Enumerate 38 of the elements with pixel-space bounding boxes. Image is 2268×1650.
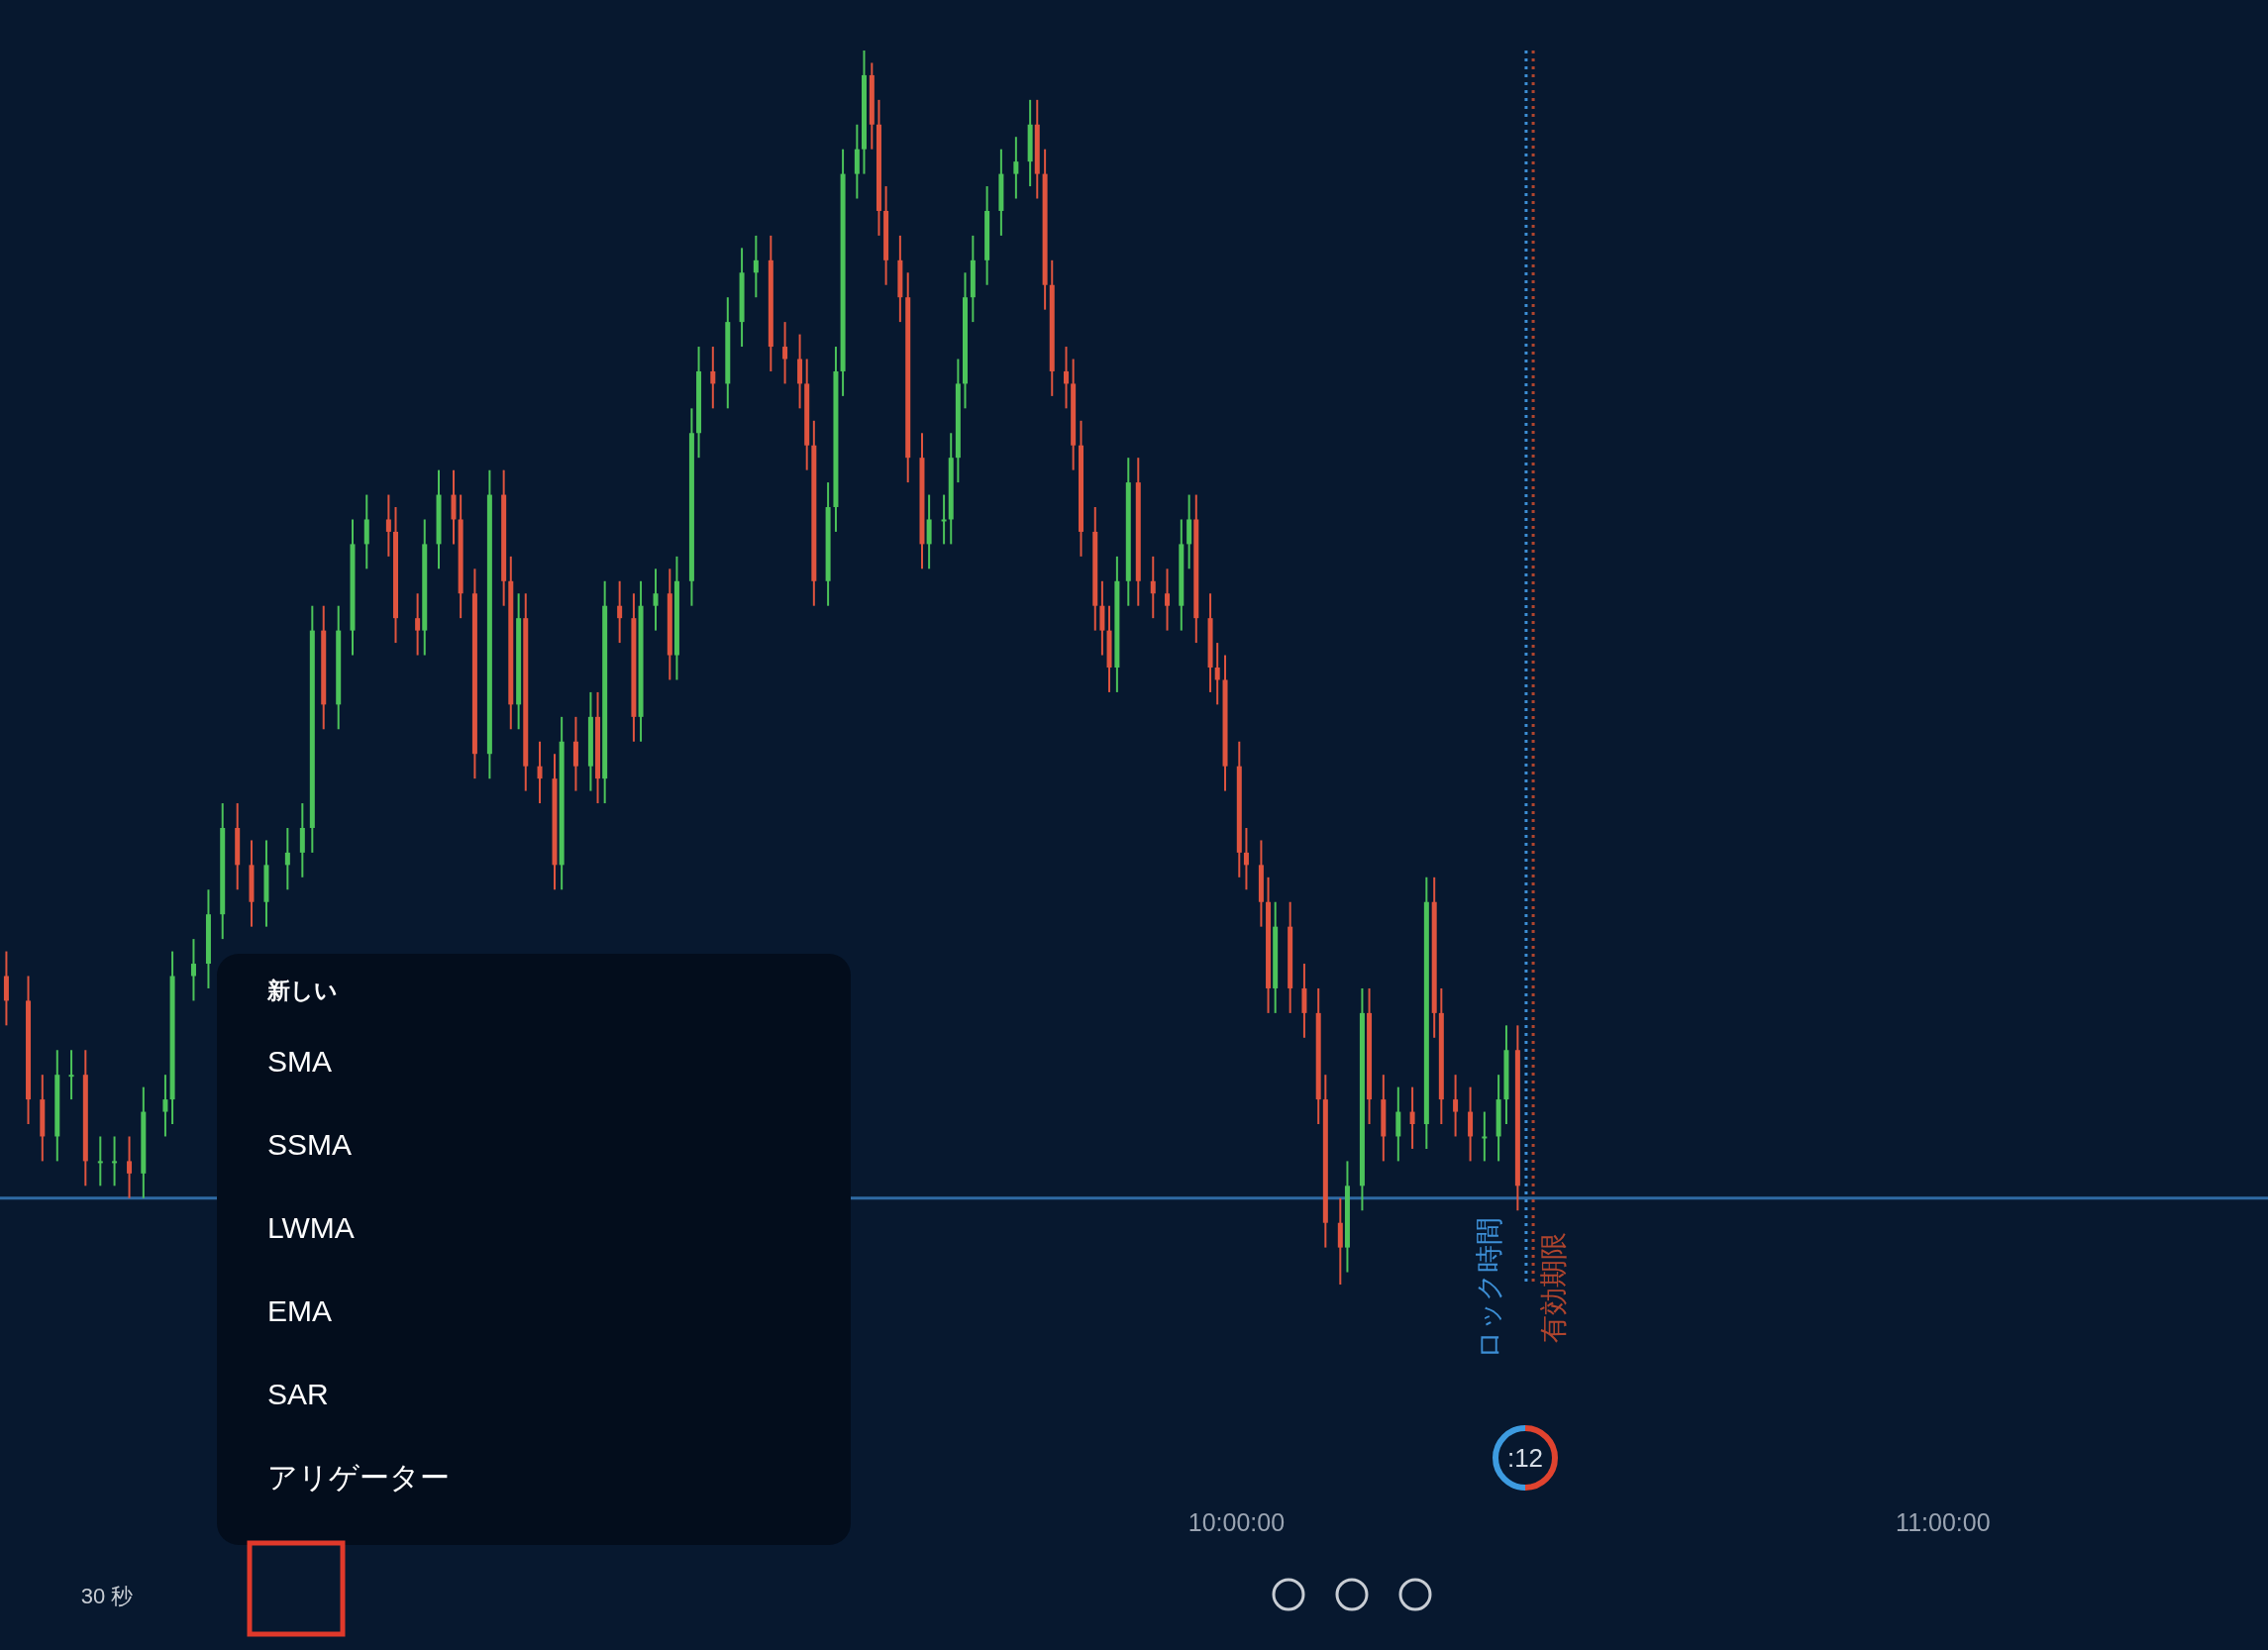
candlestick bbox=[617, 579, 623, 645]
annotation: 新しい bbox=[266, 978, 338, 1003]
candlestick bbox=[653, 567, 659, 632]
candlestick bbox=[1150, 555, 1156, 620]
candlestick bbox=[97, 1135, 103, 1187]
candlestick bbox=[710, 346, 716, 410]
candlestick bbox=[190, 938, 196, 1002]
candlestick bbox=[753, 234, 759, 299]
ref-line-label: ロック時間 bbox=[1473, 1216, 1504, 1359]
candlestick bbox=[1243, 826, 1249, 891]
candlestick bbox=[162, 1074, 168, 1138]
candlestick bbox=[1482, 1110, 1488, 1163]
annotation: SSMA bbox=[267, 1128, 353, 1161]
text: アリゲーター bbox=[267, 1461, 450, 1494]
candlestick bbox=[68, 1049, 74, 1101]
candlestick bbox=[1165, 567, 1171, 632]
candlestick bbox=[284, 826, 290, 891]
candlestick bbox=[1214, 642, 1220, 706]
annotation: SMA bbox=[267, 1045, 333, 1078]
annotation: LWMA bbox=[267, 1211, 355, 1244]
candlestick bbox=[537, 740, 543, 805]
text: SAR bbox=[267, 1378, 329, 1410]
candlestick bbox=[1409, 1085, 1415, 1150]
candlestick bbox=[1453, 1074, 1459, 1138]
x-tick-label: 10:00:00 bbox=[1187, 1508, 1286, 1536]
candlestick bbox=[782, 321, 788, 385]
text: 30 秒 bbox=[80, 1584, 134, 1608]
ref-line-label: 有効期限 bbox=[1538, 1232, 1570, 1343]
text: :12 bbox=[1506, 1443, 1544, 1473]
candlestick bbox=[112, 1135, 118, 1187]
text: EMA bbox=[267, 1294, 333, 1327]
candlestick bbox=[127, 1135, 133, 1199]
candlestick bbox=[1064, 346, 1070, 410]
candlestick bbox=[385, 493, 391, 558]
x-tick-label: 11:00:00 bbox=[1896, 1508, 1991, 1536]
candlestick bbox=[1013, 136, 1019, 200]
candlestick bbox=[941, 493, 947, 546]
candlestick bbox=[415, 592, 421, 657]
